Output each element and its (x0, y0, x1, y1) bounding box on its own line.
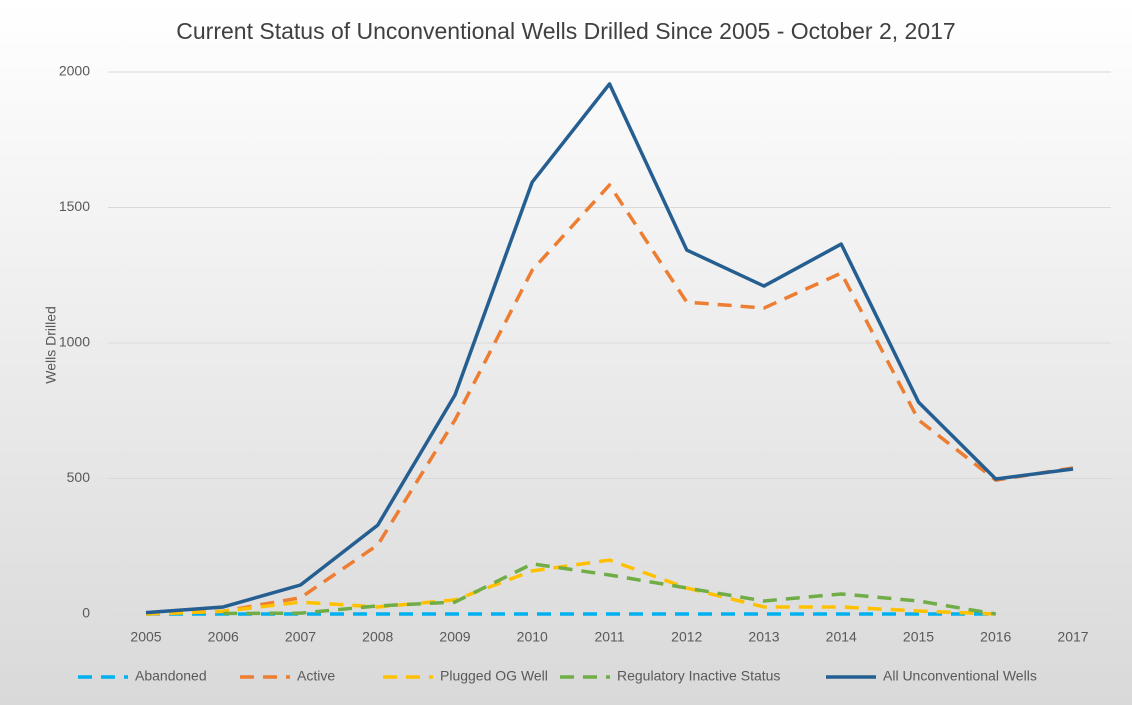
x-tick-label: 2017 (1057, 629, 1088, 645)
series-line (223, 562, 997, 616)
legend-label: Abandoned (135, 668, 207, 684)
x-tick-label: 2016 (980, 629, 1011, 645)
x-tick-label: 2006 (208, 629, 239, 645)
series-line (145, 558, 996, 616)
x-tick-label: 2008 (362, 629, 393, 645)
chart-title: Current Status of Unconventional Wells D… (176, 18, 955, 44)
legend-label: Regulatory Inactive Status (617, 668, 780, 684)
x-tick-label: 2011 (594, 629, 624, 645)
y-tick-label: 500 (67, 469, 91, 485)
legend-label: Plugged OG Well (440, 668, 548, 684)
y-tick-label: 1500 (59, 198, 90, 214)
y-axis-label: Wells Drilled (43, 306, 59, 384)
x-tick-label: 2005 (130, 629, 161, 645)
x-tick-label: 2010 (517, 629, 548, 645)
y-tick-label: 1000 (59, 334, 90, 350)
x-tick-label: 2009 (439, 629, 470, 645)
legend-label: All Unconventional Wells (883, 668, 1037, 684)
x-tick-label: 2013 (748, 629, 779, 645)
x-tick-label: 2012 (671, 629, 702, 645)
y-tick-label: 0 (82, 605, 90, 621)
x-tick-label: 2007 (285, 629, 316, 645)
series-line (145, 183, 1074, 616)
legend-label: Active (297, 668, 335, 684)
x-tick-label: 2015 (903, 629, 934, 645)
x-tick-label: 2014 (826, 629, 857, 645)
y-tick-label: 2000 (59, 63, 90, 79)
series-line (145, 82, 1074, 615)
